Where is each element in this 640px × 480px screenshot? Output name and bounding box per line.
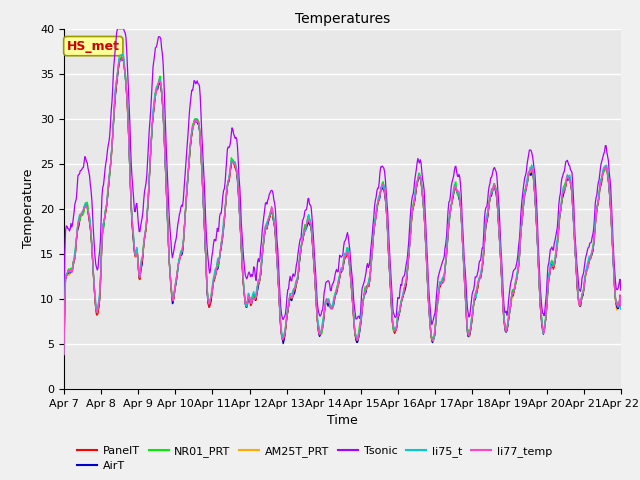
- NR01_PRT: [617, 306, 625, 312]
- li75_t: [185, 163, 193, 169]
- li75_t: [119, 51, 127, 57]
- li75_t: [70, 255, 78, 261]
- NR01_PRT: [128, 218, 136, 224]
- PanelT: [119, 54, 127, 60]
- li77_temp: [119, 55, 127, 60]
- AM25T_PRT: [128, 221, 136, 227]
- Line: Tsonic: Tsonic: [64, 29, 621, 331]
- AM25T_PRT: [60, 350, 68, 356]
- AirT: [128, 223, 136, 229]
- NR01_PRT: [214, 264, 222, 269]
- li77_temp: [70, 257, 78, 263]
- Line: li75_t: li75_t: [64, 54, 621, 353]
- AM25T_PRT: [70, 259, 78, 264]
- li77_temp: [60, 352, 68, 358]
- li75_t: [411, 192, 419, 198]
- Tsonic: [128, 176, 136, 182]
- PanelT: [60, 350, 68, 356]
- NR01_PRT: [411, 194, 419, 200]
- Line: li77_temp: li77_temp: [64, 58, 621, 355]
- li77_temp: [617, 303, 625, 309]
- li77_temp: [428, 332, 435, 337]
- li77_temp: [185, 162, 193, 168]
- PanelT: [428, 332, 435, 338]
- PanelT: [70, 258, 78, 264]
- AM25T_PRT: [214, 261, 222, 266]
- AirT: [428, 333, 435, 338]
- X-axis label: Time: Time: [327, 414, 358, 427]
- AirT: [185, 164, 193, 170]
- PanelT: [617, 305, 625, 311]
- PanelT: [214, 258, 222, 264]
- NR01_PRT: [185, 164, 193, 169]
- Tsonic: [411, 177, 419, 182]
- Legend: PanelT, AirT, NR01_PRT, AM25T_PRT, Tsonic, li75_t, li77_temp: PanelT, AirT, NR01_PRT, AM25T_PRT, Tsoni…: [73, 441, 556, 476]
- Y-axis label: Temperature: Temperature: [22, 169, 35, 249]
- AirT: [70, 258, 78, 264]
- AirT: [214, 265, 222, 271]
- Line: AirT: AirT: [64, 60, 621, 356]
- AM25T_PRT: [617, 304, 625, 310]
- li77_temp: [128, 217, 136, 223]
- PanelT: [128, 219, 136, 225]
- AirT: [60, 353, 68, 359]
- Tsonic: [185, 120, 193, 126]
- li75_t: [428, 331, 435, 336]
- AM25T_PRT: [411, 196, 419, 202]
- NR01_PRT: [119, 51, 127, 57]
- Line: NR01_PRT: NR01_PRT: [64, 54, 621, 355]
- AM25T_PRT: [428, 335, 435, 340]
- Line: AM25T_PRT: AM25T_PRT: [64, 58, 621, 353]
- li75_t: [214, 255, 222, 261]
- NR01_PRT: [428, 333, 435, 338]
- Tsonic: [60, 328, 68, 334]
- li77_temp: [411, 196, 419, 202]
- NR01_PRT: [70, 256, 78, 262]
- Text: HS_met: HS_met: [67, 40, 120, 53]
- li75_t: [128, 215, 136, 221]
- AM25T_PRT: [185, 165, 193, 170]
- li75_t: [60, 350, 68, 356]
- Line: PanelT: PanelT: [64, 57, 621, 353]
- NR01_PRT: [60, 352, 68, 358]
- Tsonic: [617, 287, 625, 293]
- PanelT: [185, 165, 193, 171]
- Tsonic: [214, 228, 222, 234]
- PanelT: [411, 198, 419, 204]
- AirT: [116, 57, 124, 62]
- li77_temp: [214, 260, 222, 265]
- AM25T_PRT: [119, 55, 127, 61]
- AirT: [617, 305, 625, 311]
- Tsonic: [113, 26, 121, 32]
- AirT: [411, 197, 419, 203]
- Title: Temperatures: Temperatures: [295, 12, 390, 26]
- Tsonic: [70, 209, 78, 215]
- Tsonic: [428, 316, 435, 322]
- li75_t: [617, 306, 625, 312]
